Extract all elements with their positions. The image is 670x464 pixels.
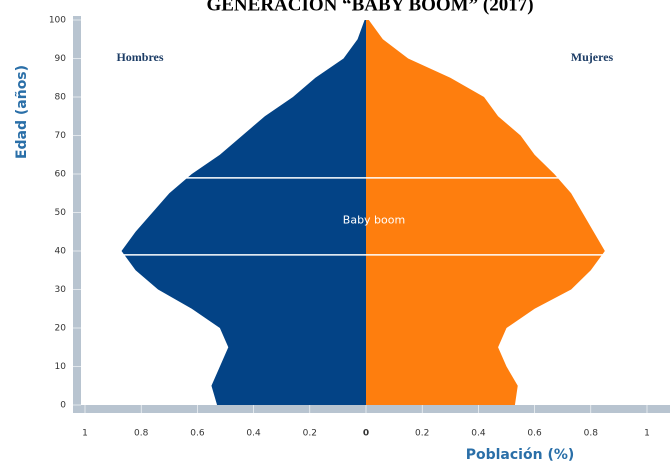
population-area [121, 20, 366, 405]
x-axis-bar [73, 405, 670, 413]
x-tick-label: 0.8 [584, 429, 599, 439]
y-tick-label: 40 [55, 247, 67, 257]
x-tick-label: 0.6 [190, 429, 205, 439]
x-tick-label: 0.8 [134, 429, 149, 439]
x-tick-label: 0.2 [303, 429, 317, 439]
legend-label: Hombres [116, 50, 163, 64]
y-tick-label: 50 [55, 208, 67, 218]
y-tick-label: 70 [55, 131, 67, 141]
x-tick-label: 0.4 [246, 429, 261, 439]
y-tick-label: 80 [55, 93, 67, 103]
legend-label: Mujeres [571, 50, 614, 64]
y-tick-label: 90 [55, 54, 67, 64]
chart-title: GENERACIÓN “BABY BOOM” (2017) [206, 0, 533, 15]
y-tick-label: 60 [55, 170, 67, 180]
y-tick-label: 20 [55, 324, 67, 334]
y-axis-label: Edad (años) [14, 65, 30, 159]
x-tick-label: 0 [363, 429, 369, 439]
x-tick-label: 0.2 [415, 429, 429, 439]
x-tick-label: 1 [644, 429, 650, 439]
y-axis-bar [73, 16, 81, 411]
annotation-label: Baby boom [343, 213, 405, 226]
x-tick-label: 1 [82, 429, 88, 439]
population-area [366, 20, 605, 405]
y-tick-label: 30 [55, 285, 67, 295]
y-tick-label: 10 [55, 362, 67, 372]
x-tick-label: 0.4 [471, 429, 486, 439]
y-tick-label: 100 [49, 16, 66, 26]
y-tick-label: 0 [60, 401, 66, 411]
x-tick-label: 0.6 [527, 429, 542, 439]
x-axis-label: Población (%) [466, 447, 575, 463]
